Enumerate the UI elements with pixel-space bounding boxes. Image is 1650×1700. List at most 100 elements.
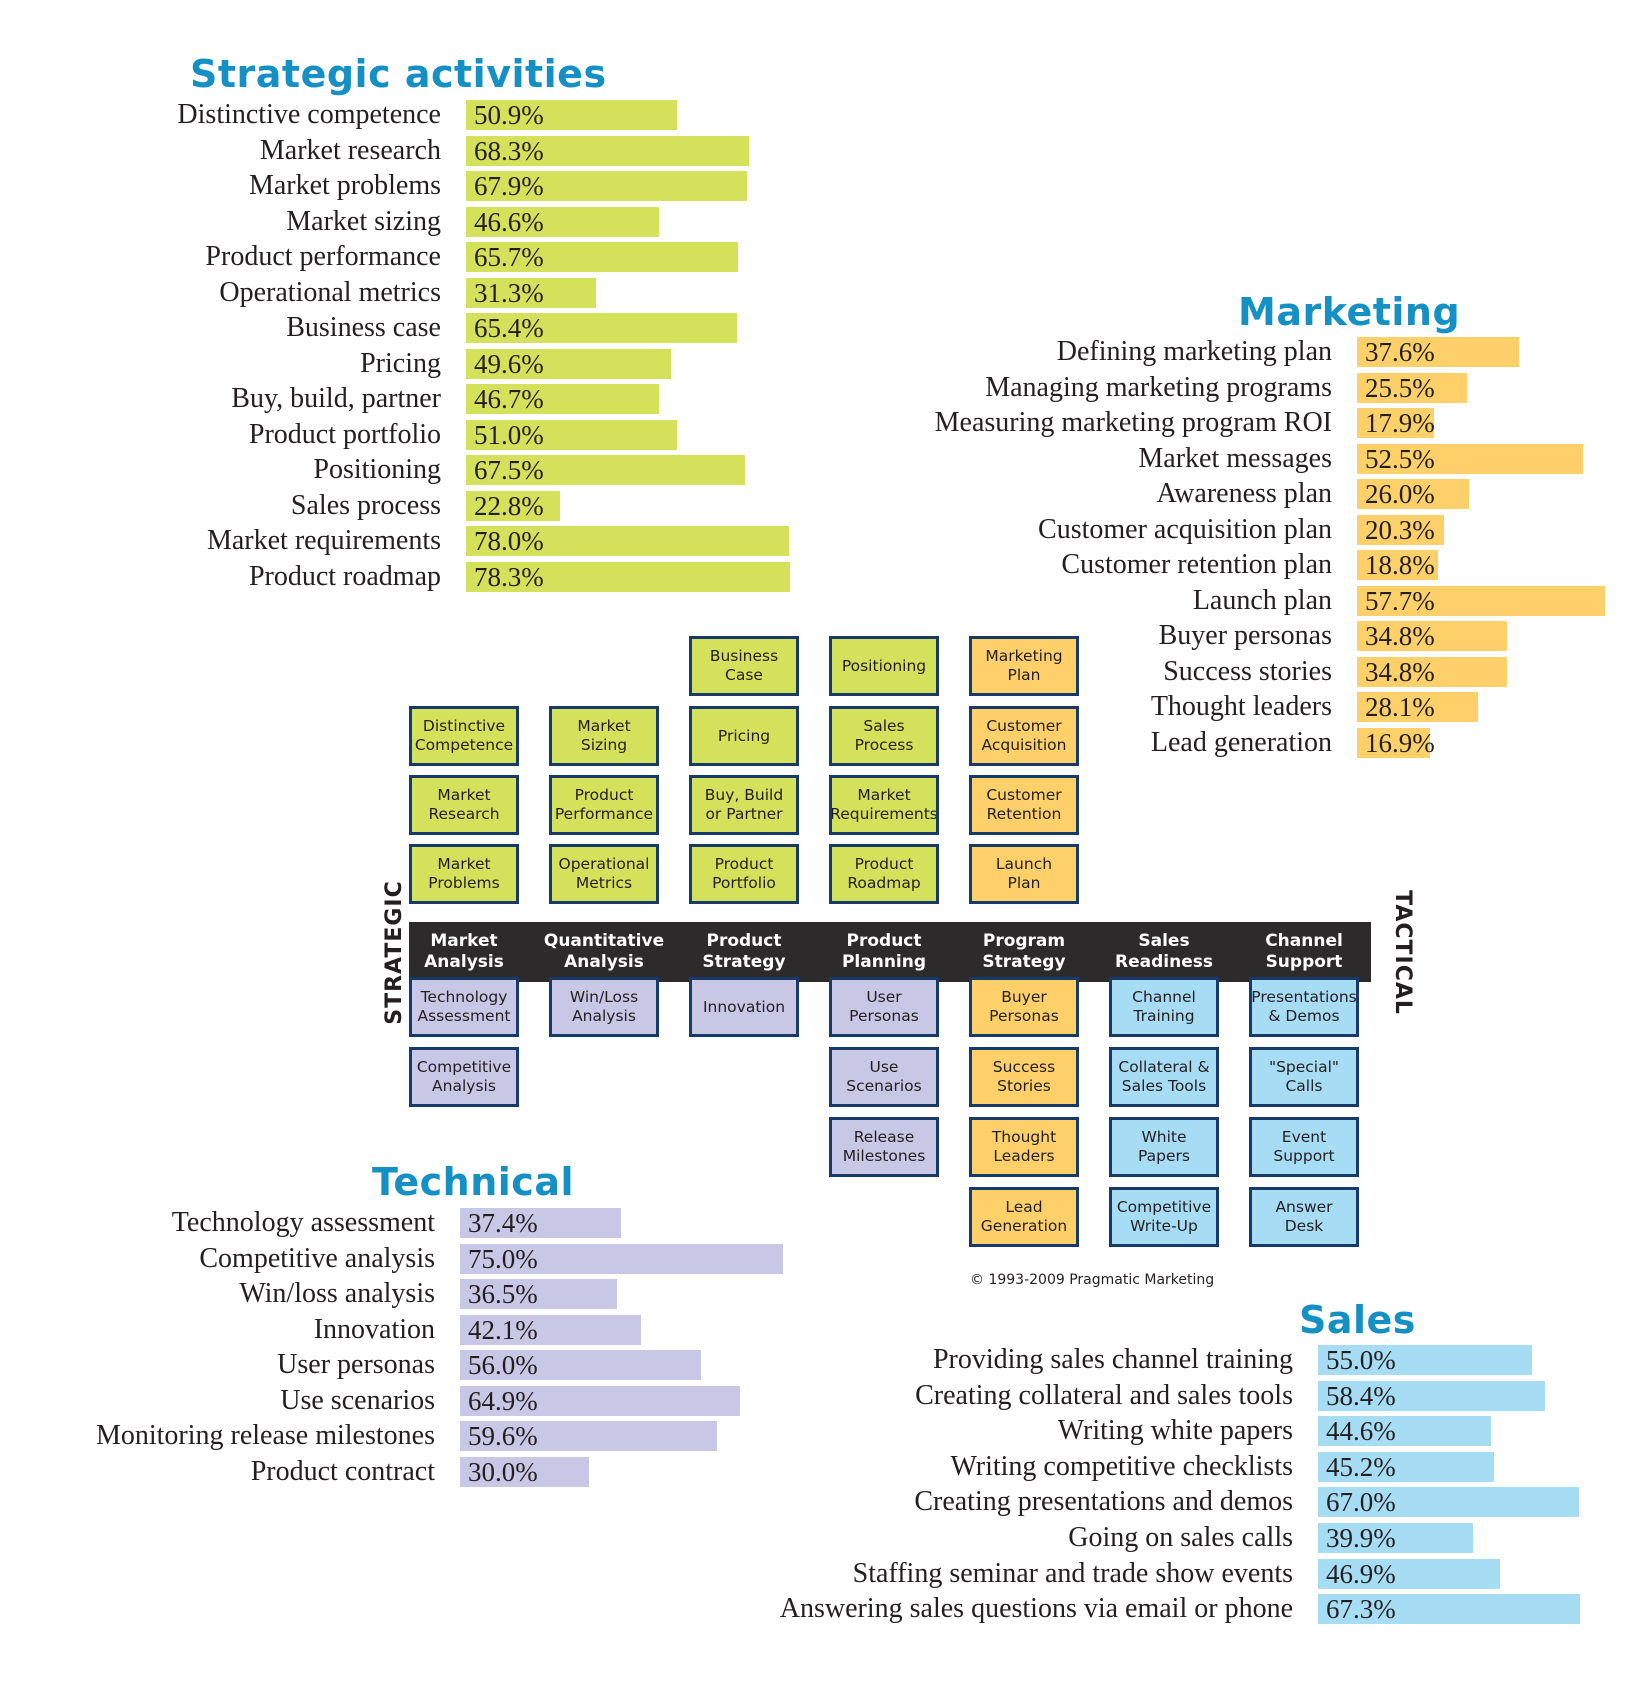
bar-category-label: Sales process [290, 489, 441, 521]
bar [466, 526, 789, 556]
framework-box: Launch Plan [969, 844, 1079, 904]
framework-box: Event Support [1249, 1117, 1359, 1177]
bar [1318, 1451, 1494, 1482]
bar-value-label: 75.0% [468, 1243, 538, 1274]
bar-value-label: 30.0% [468, 1456, 538, 1487]
bar-category-label: Defining marketing plan [1056, 336, 1332, 367]
bar [1357, 408, 1434, 438]
copyright-notice: © 1993-2009 Pragmatic Marketing [970, 1272, 1215, 1288]
bar-row: Creating presentations and demos 67.0% [0, 1486, 1650, 1518]
bar-category-label: Positioning [313, 454, 441, 485]
bar-row: Measuring marketing program ROI 17.9% [0, 407, 1650, 439]
bar-row: Monitoring release milestones 59.6% [0, 1420, 800, 1452]
framework-category: Product Planning [841, 931, 927, 972]
framework-box: Innovation [689, 977, 799, 1037]
bar-row: Business case 65.4% [0, 312, 800, 344]
bar [1318, 1416, 1492, 1447]
bar-row: Innovation 42.1% [0, 1314, 800, 1346]
bar-value-label: 44.6% [1326, 1416, 1396, 1447]
framework-category: Sales Readiness [1115, 931, 1213, 972]
bar [460, 1314, 642, 1345]
bar-value-label: 49.6% [474, 348, 544, 379]
bar [1357, 514, 1445, 545]
bar-row: Market research 68.3% [0, 135, 800, 167]
framework-box: Lead Generation [969, 1187, 1079, 1247]
sales-bar-chart: Providing sales channel training 55.0% Cre… [0, 1344, 1650, 1644]
bar-value-label: 58.4% [1326, 1380, 1396, 1411]
framework-box: Distinctive Competence [409, 706, 519, 766]
bar [1357, 621, 1507, 651]
bar-row: Market problems 67.9% [0, 170, 800, 202]
framework-box: Market Research [409, 775, 519, 835]
bar-row: Sales process 22.8% [0, 490, 800, 522]
bar-category-label: Competitive analysis [199, 1242, 435, 1274]
framework-box: Channel Training [1109, 977, 1219, 1037]
bar [466, 277, 596, 308]
framework-box: Market Sizing [549, 706, 659, 766]
bar-category-label: Innovation [313, 1313, 435, 1345]
bar-row: Market messages 52.5% [0, 443, 1650, 475]
bar-category-label: Pricing [360, 347, 441, 379]
bar-row: Managing marketing programs 25.5% [0, 372, 1650, 404]
bar-category-label: Business case [286, 312, 441, 343]
bar-row: User personas 56.0% [0, 1349, 800, 1381]
bar-value-label: 37.6% [1365, 337, 1435, 367]
framework-box: Positioning [829, 636, 939, 696]
framework-category: Product Strategy [702, 931, 786, 972]
bar [460, 1279, 618, 1309]
bar-category-label: Going on sales calls [1068, 1522, 1293, 1553]
bar-value-label: 37.4% [468, 1208, 538, 1238]
framework-box: Technology Assessment [409, 977, 519, 1037]
bar-value-label: 16.9% [1365, 727, 1435, 758]
bar-category-label: Use scenarios [280, 1384, 435, 1416]
bar-category-label: Staffing seminar and trade show events [852, 1557, 1293, 1589]
bar-row: Positioning 67.5% [0, 454, 800, 486]
strategic-axis-label: STRATEGIC [381, 880, 407, 1025]
bar-category-label: Launch plan [1192, 584, 1332, 616]
framework-box: Competitive Write-Up [1109, 1187, 1219, 1247]
bar-row: Customer retention plan 18.8% [0, 549, 1650, 581]
bar-category-label: Market messages [1138, 442, 1332, 474]
bar-row: Product portfolio 51.0% [0, 419, 800, 451]
marketing-title: Marketing [1238, 290, 1461, 334]
bar-row: Product contract 30.0% [0, 1456, 800, 1488]
bar-category-label: Market requirements [206, 525, 441, 556]
bar-value-label: 20.3% [1365, 514, 1435, 545]
bar-category-label: User personas [277, 1349, 435, 1380]
bar-value-label: 50.9% [474, 100, 544, 130]
framework-box: Business Case [689, 636, 799, 696]
bar-value-label: 67.5% [474, 455, 544, 485]
bar-row: Buy, build, partner 46.7% [0, 383, 800, 415]
bar-row: Competitive analysis 75.0% [0, 1243, 800, 1275]
framework-box: Product Performance [549, 775, 659, 835]
framework-box: User Personas [829, 977, 939, 1037]
bar-value-label: 67.3% [1326, 1594, 1396, 1625]
framework-box: Operational Metrics [549, 844, 659, 904]
bar-category-label: Product performance [205, 241, 441, 272]
bar-category-label: Buy, build, partner [231, 383, 441, 414]
framework-box: Thought Leaders [969, 1117, 1079, 1177]
bar-value-label: 39.9% [1326, 1523, 1396, 1553]
bar-category-label: Managing marketing programs [985, 371, 1332, 403]
framework-box: Customer Acquisition [969, 706, 1079, 766]
bar-row: Lead generation 16.9% [0, 727, 1650, 759]
bar-category-label: Market sizing [286, 205, 441, 237]
bar-row: Technology assessment 37.4% [0, 1207, 800, 1239]
bar-value-label: 34.8% [1365, 621, 1435, 651]
framework-category: Market Analysis [424, 931, 504, 972]
bar-row: Market requirements 78.0% [0, 525, 800, 557]
bar-value-label: 18.8% [1365, 550, 1435, 580]
bar [466, 242, 738, 272]
bar [1357, 337, 1519, 367]
bar [1318, 1345, 1532, 1375]
bar-value-label: 56.0% [468, 1350, 538, 1380]
bar-row: Use scenarios 64.9% [0, 1385, 800, 1417]
bar-row: Distinctive competence 50.9% [0, 99, 800, 131]
strategic-activities-title: Strategic activities [190, 52, 607, 96]
technical-bar-chart: Technology assessment 37.4% Competitive an… [0, 1207, 800, 1507]
bar [460, 1456, 590, 1487]
bar [466, 206, 659, 237]
bar-row: Customer acquisition plan 20.3% [0, 514, 1650, 546]
bar-category-label: Technology assessment [171, 1207, 435, 1238]
bar-row: Writing white papers 44.6% [0, 1415, 1650, 1447]
